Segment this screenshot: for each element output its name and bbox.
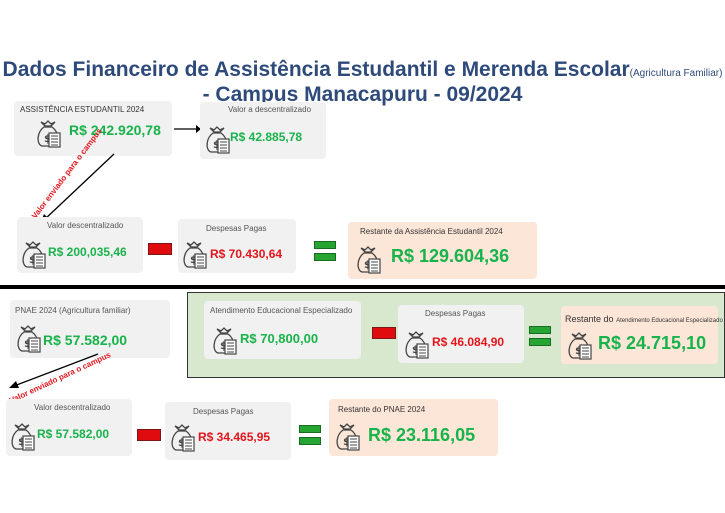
money-bag-icon: [336, 423, 360, 451]
pnae-restante-value: R$ 23.116,05: [368, 425, 476, 445]
pnae-desc-label: Valor descentralizado: [34, 403, 111, 412]
equals-sign: [529, 326, 551, 350]
pnae-restante-card: Restante do PNAE 2024 R$ 23.116,05: [329, 399, 498, 456]
equals-sign: [299, 425, 321, 449]
aee-restante-card: Restante do Atendimento Educacional Espe…: [561, 306, 723, 364]
aee-card: Atendimento Educacional Especializado R$…: [204, 301, 361, 359]
money-bag-icon: [37, 120, 61, 148]
aee-value: R$ 70,800,00: [240, 331, 319, 346]
money-bag-icon: [17, 325, 41, 353]
money-bag-icon: [22, 241, 46, 269]
section-divider: [0, 285, 725, 289]
page-title: Dados Financeiro de Assistência Estudant…: [0, 58, 725, 86]
assistencia-desc-value: R$ 200,035,46: [48, 245, 127, 259]
assistencia-despesas-label: Despesas Pagas: [206, 224, 267, 233]
aee-despesas-label: Despesas Pagas: [425, 309, 486, 318]
title-line1: Dados Financeiro de Assistência Estudant…: [2, 58, 630, 81]
minus-sign: [137, 429, 161, 441]
money-bag-icon: [11, 423, 35, 451]
arrow-right-icon: [174, 125, 201, 133]
assistencia-desc-label: Valor descentralizado: [47, 221, 124, 230]
assistencia-restante-card: Restante da Assistência Estudantil 2024 …: [348, 222, 537, 279]
money-bag-icon: [357, 246, 381, 274]
aee-restante-label: Restante do Atendimento Educacional Espe…: [565, 314, 723, 324]
page-subtitle: - Campus Manacapuru - 09/2024: [202, 83, 523, 106]
assistencia-despesas-value: R$ 70.430,64: [210, 247, 283, 261]
assistencia-total-card: ASSISTÊNCIA ESTUDANTIL 2024 R$ 242.920,7…: [14, 101, 172, 156]
aee-restante-value: R$ 24.715,10: [598, 333, 707, 353]
aee-despesas-value: R$ 46.084,90: [432, 335, 505, 349]
a-descentralizar-card: Valor a descentralizado R$ 42.885,78: [200, 102, 326, 159]
pnae-despesas-value: R$ 34.465,95: [198, 430, 271, 444]
money-bag-icon: [213, 327, 237, 355]
minus-sign: [372, 327, 396, 339]
pnae-total-card: PNAE 2024 (Agricultura familiar) R$ 57.5…: [10, 300, 170, 358]
assistencia-despesas-card: Despesas Pagas R$ 70.430,64: [178, 219, 296, 273]
assistencia-restante-value: R$ 129.604,36: [391, 246, 510, 266]
pnae-despesas-card: Despesas Pagas R$ 34.465,95: [165, 402, 291, 460]
assistencia-restante-label: Restante da Assistência Estudantil 2024: [360, 227, 503, 236]
aee-label: Atendimento Educacional Especializado: [210, 306, 353, 315]
aee-restante-label-main: Restante do: [565, 314, 614, 324]
assistencia-total-value: R$ 242.920,78: [69, 122, 161, 138]
pnae-desc-value: R$ 57.582,00: [37, 427, 110, 441]
a-descentralizar-label: Valor a descentralizado: [228, 105, 312, 114]
assistencia-desc-card: Valor descentralizado R$ 200,035,46: [17, 217, 143, 273]
money-bag-icon: [568, 332, 592, 360]
money-bag-icon: [171, 424, 195, 452]
aee-restante-label-small: Atendimento Educacional Especializado: [616, 318, 723, 324]
pnae-restante-label: Restante do PNAE 2024: [338, 405, 426, 414]
title-line1-small: (Agricultura Familiar): [629, 68, 723, 79]
equals-sign: [314, 241, 336, 265]
arrow-down-left-icon: [9, 353, 99, 388]
aee-despesas-card: Despesas Pagas R$ 46.084,90: [398, 305, 524, 363]
money-bag-icon: [183, 241, 207, 269]
a-descentralizar-value: R$ 42.885,78: [230, 130, 303, 144]
money-bag-icon: [405, 331, 429, 359]
pnae-total-label: PNAE 2024 (Agricultura familiar): [15, 306, 131, 315]
minus-sign: [148, 243, 172, 255]
money-bag-icon: [206, 126, 230, 154]
pnae-despesas-label: Despesas Pagas: [193, 407, 254, 416]
pnae-desc-card: Valor descentralizado R$ 57.582,00: [6, 399, 132, 456]
assistencia-total-label: ASSISTÊNCIA ESTUDANTIL 2024: [20, 105, 145, 114]
pnae-total-value: R$ 57.582,00: [43, 332, 128, 348]
